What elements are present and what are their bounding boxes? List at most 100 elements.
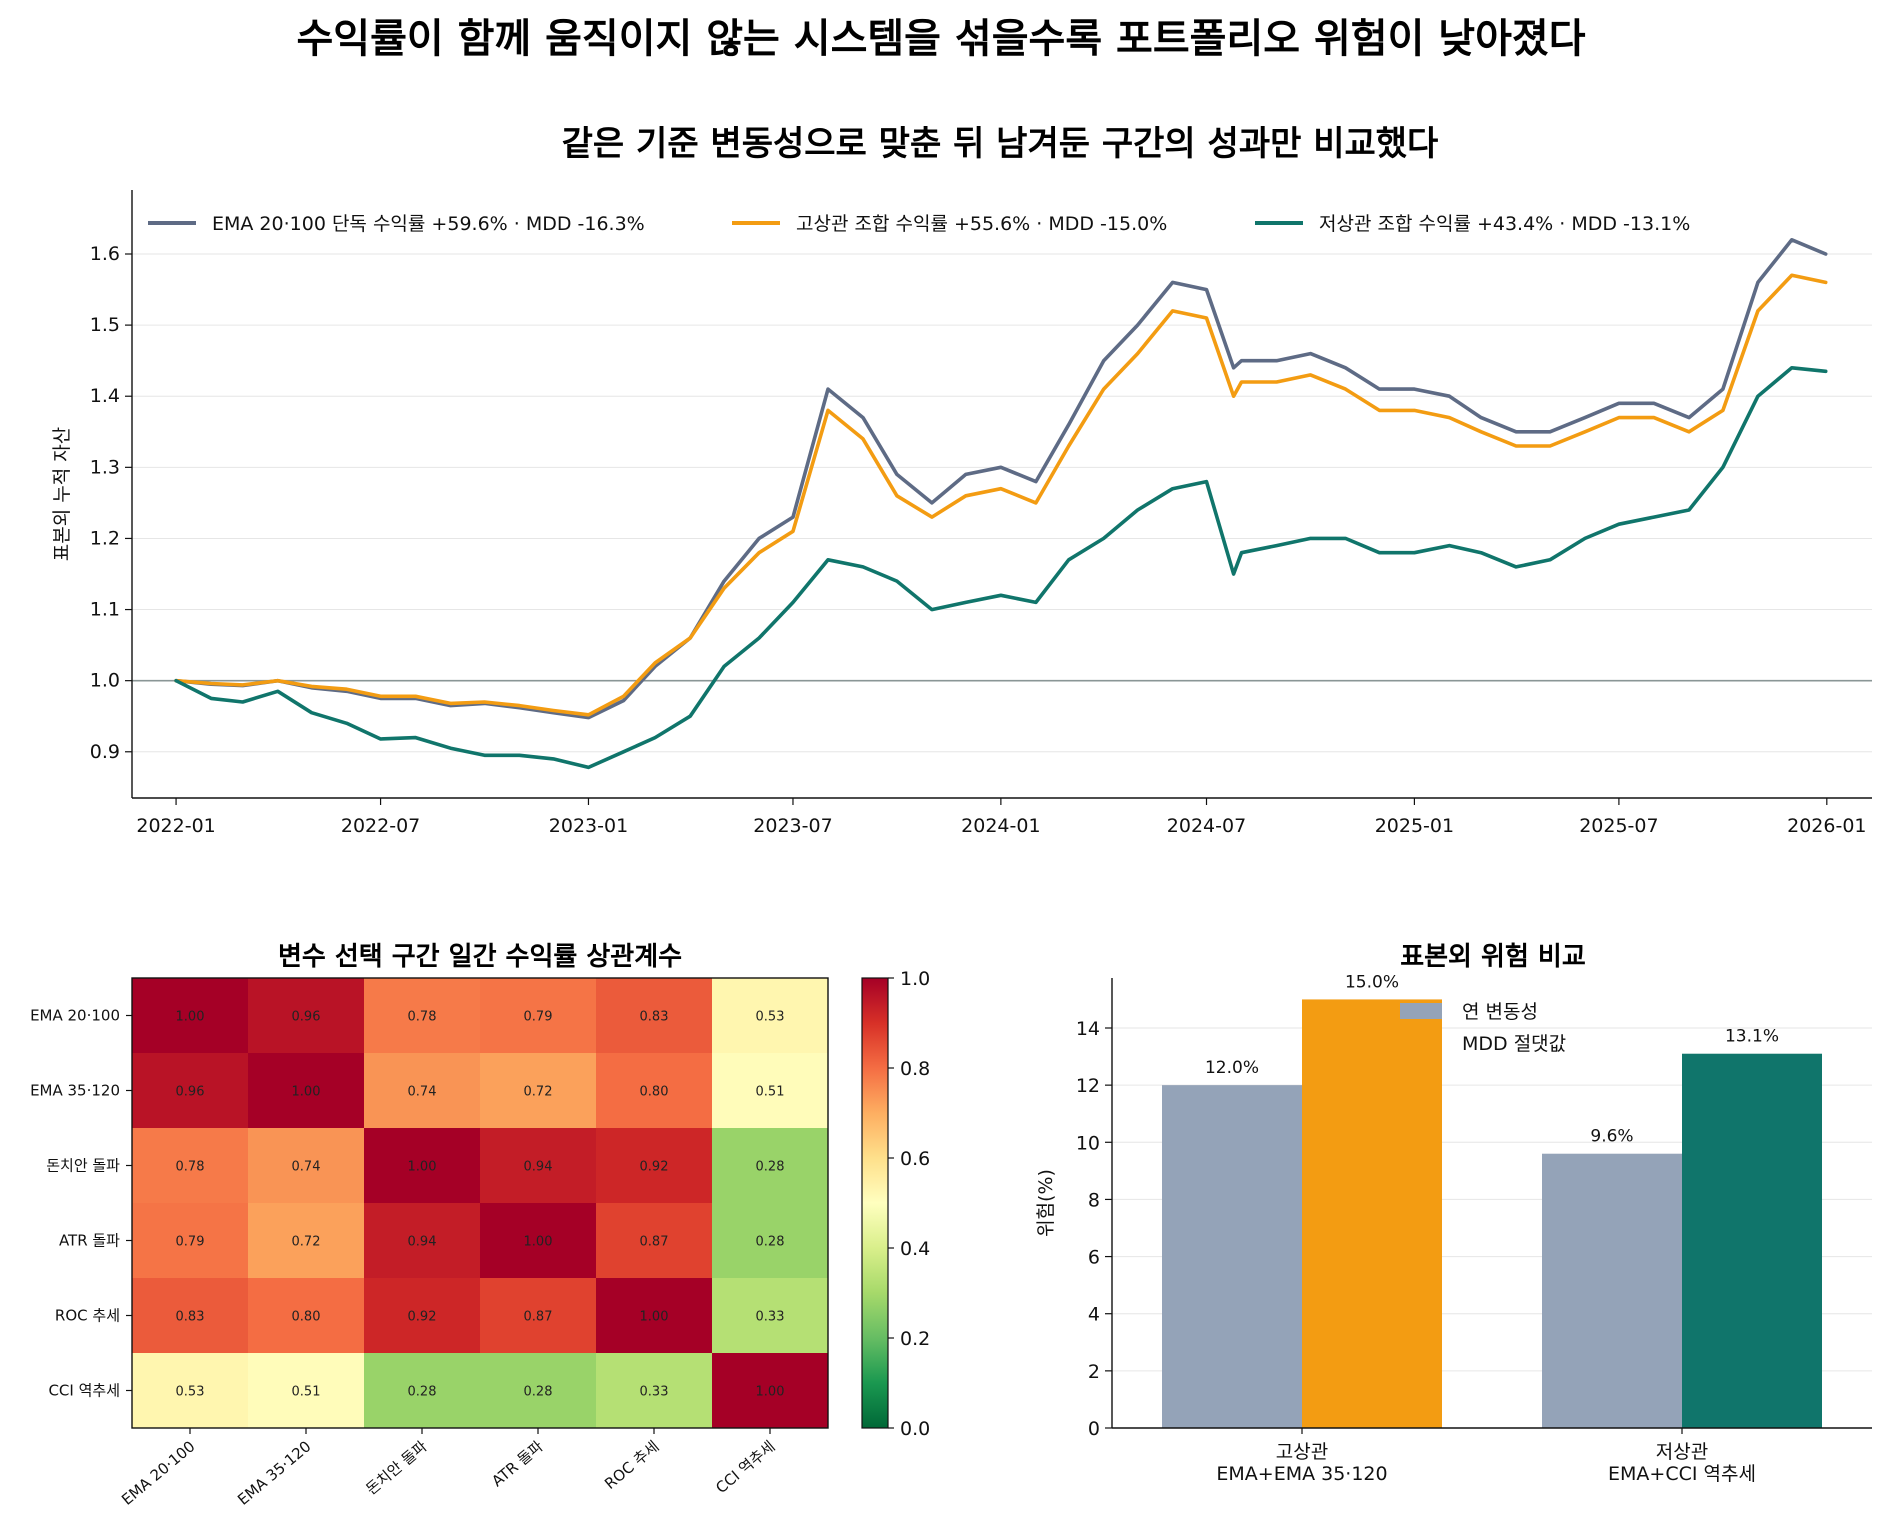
line-chart-title: 같은 기준 변동성으로 맞춘 뒤 남겨둔 구간의 성과만 비교했다 xyxy=(562,124,1439,164)
colorbar-tick-label: 0.4 xyxy=(900,1238,930,1260)
heatmap-cell-label: 1.00 xyxy=(524,1235,553,1250)
bar-y-tick-label: 2 xyxy=(1088,1361,1100,1383)
heatmap-cell xyxy=(712,1203,829,1279)
heatmap-row-label: EMA 35·120 xyxy=(30,1082,120,1100)
heatmap-cell-label: 0.83 xyxy=(640,1010,669,1025)
heatmap-col-label: ATR 돌파 xyxy=(488,1437,546,1490)
bar-value-label: 9.6% xyxy=(1590,1127,1633,1147)
heatmap-col-label: 돈치안 돌파 xyxy=(362,1437,430,1498)
heatmap-cell xyxy=(364,1053,481,1129)
heatmap-col-label: ROC 추세 xyxy=(601,1437,662,1493)
y-tick-label: 1.0 xyxy=(90,670,120,692)
heatmap-cell xyxy=(712,1278,829,1354)
heatmap-cell xyxy=(480,1278,597,1354)
x-tick-label: 2022-01 xyxy=(136,815,215,837)
bar-category-label: 고상관 xyxy=(1276,1441,1328,1463)
bar-value-label: 13.1% xyxy=(1725,1027,1779,1047)
heatmap-cell xyxy=(132,1053,249,1129)
colorbar xyxy=(861,977,889,1429)
bar-y-tick-label: 8 xyxy=(1088,1189,1100,1211)
colorbar-tick-label: 1.0 xyxy=(900,968,930,990)
heatmap-row-label: ROC 추세 xyxy=(55,1307,120,1325)
bar-category-label: EMA+EMA 35·120 xyxy=(1216,1463,1387,1485)
series-line-0 xyxy=(174,238,1828,720)
heatmap-cell xyxy=(480,1353,597,1429)
bar-y-tick-label: 0 xyxy=(1088,1418,1100,1440)
heatmap-cell-label: 0.74 xyxy=(292,1160,321,1175)
heatmap-cell-label: 0.80 xyxy=(292,1310,321,1325)
heatmap-cell-label: 1.00 xyxy=(292,1085,321,1100)
heatmap-cell xyxy=(132,1128,249,1204)
heatmap-cell-label: 0.33 xyxy=(640,1385,669,1400)
colorbar-tick-label: 0.2 xyxy=(900,1328,930,1350)
heatmap-row-label: ATR 돌파 xyxy=(59,1232,120,1250)
heatmap-cell xyxy=(248,978,365,1054)
heatmap-cell xyxy=(364,1278,481,1354)
heatmap-cell xyxy=(132,1278,249,1354)
colorbar-tick-label: 0.0 xyxy=(900,1418,930,1440)
x-tick-label: 2025-01 xyxy=(1375,815,1454,837)
bar-category-label: EMA+CCI 역추세 xyxy=(1608,1463,1756,1485)
heatmap-cell-label: 0.92 xyxy=(640,1160,669,1175)
heatmap-row-label: 돈치안 돌파 xyxy=(46,1157,120,1175)
bar-0-1 xyxy=(1542,1153,1682,1428)
heatmap-cell-label: 0.51 xyxy=(756,1085,785,1100)
heatmap-cell xyxy=(596,1128,713,1204)
heatmap-cell-label: 0.28 xyxy=(756,1235,785,1250)
heatmap-cell xyxy=(712,1128,829,1204)
heatmap-col-label: EMA 20·100 xyxy=(118,1437,198,1509)
heatmap-cell xyxy=(596,1353,713,1429)
heatmap-cell-label: 0.53 xyxy=(176,1385,205,1400)
heatmap-cell xyxy=(248,1053,365,1129)
heatmap-cell-label: 0.72 xyxy=(524,1085,553,1100)
heatmap-row-label: CCI 역추세 xyxy=(48,1382,120,1400)
x-tick-label: 2022-07 xyxy=(341,815,420,837)
heatmap-cell xyxy=(248,1278,365,1354)
heatmap-cell-label: 0.28 xyxy=(524,1385,553,1400)
y-tick-label: 1.5 xyxy=(90,314,120,336)
heatmap-cell-label: 0.96 xyxy=(292,1010,321,1025)
legend-label-1: 고상관 조합 수익률 +55.6% · MDD -15.0% xyxy=(796,213,1167,235)
heatmap-cell-label: 1.00 xyxy=(176,1010,205,1025)
heatmap-col-label: CCI 역추세 xyxy=(712,1437,778,1497)
bar-legend-swatch-0 xyxy=(1400,1003,1442,1019)
bar-0-0 xyxy=(1162,1085,1302,1428)
heatmap-cell-label: 0.74 xyxy=(408,1085,437,1100)
y-tick-label: 1.6 xyxy=(90,243,120,265)
heatmap-frame xyxy=(131,977,829,1429)
heatmap-cell-label: 0.78 xyxy=(176,1160,205,1175)
heatmap-cell xyxy=(596,1053,713,1129)
heatmap-cell xyxy=(364,1128,481,1204)
heatmap-cell-label: 0.72 xyxy=(292,1235,321,1250)
heatmap-cell xyxy=(248,1128,365,1204)
y-tick-label: 1.3 xyxy=(90,456,120,478)
bar-y-tick-label: 10 xyxy=(1076,1132,1100,1154)
heatmap-cell-label: 0.51 xyxy=(292,1385,321,1400)
bar-y-tick-label: 6 xyxy=(1088,1247,1100,1269)
heatmap-cell xyxy=(712,1353,829,1429)
x-tick-label: 2024-01 xyxy=(961,815,1040,837)
heatmap-row-label: EMA 20·100 xyxy=(30,1007,120,1025)
bar-y-tick-label: 12 xyxy=(1076,1075,1100,1097)
bar-value-label: 15.0% xyxy=(1345,972,1399,992)
legend-label-0: EMA 20·100 단독 수익률 +59.6% · MDD -16.3% xyxy=(212,213,645,235)
heatmap-cell-label: 0.87 xyxy=(524,1310,553,1325)
x-tick-label: 2024-07 xyxy=(1167,815,1246,837)
heatmap-cell-label: 0.53 xyxy=(756,1010,785,1025)
heatmap-cell xyxy=(364,1353,481,1429)
x-tick-label: 2023-07 xyxy=(753,815,832,837)
heatmap-cell-label: 0.96 xyxy=(176,1085,205,1100)
bar-y-tick-label: 14 xyxy=(1076,1018,1100,1040)
heatmap-cell-label: 0.80 xyxy=(640,1085,669,1100)
heatmap-chart: 1.00 0.96 0.78 0.79 0.83 0.53 0.96 1.00 0.74 0.72… xyxy=(30,968,930,1509)
heatmap-cell xyxy=(480,1128,597,1204)
heatmap-cell-label: 0.78 xyxy=(408,1010,437,1025)
heatmap-cell xyxy=(248,1353,365,1429)
heatmap-cell xyxy=(364,978,481,1054)
heatmap-cell xyxy=(480,1053,597,1129)
heatmap-cell xyxy=(712,978,829,1054)
bar-y-tick-label: 4 xyxy=(1088,1304,1100,1326)
heatmap-cell xyxy=(596,978,713,1054)
